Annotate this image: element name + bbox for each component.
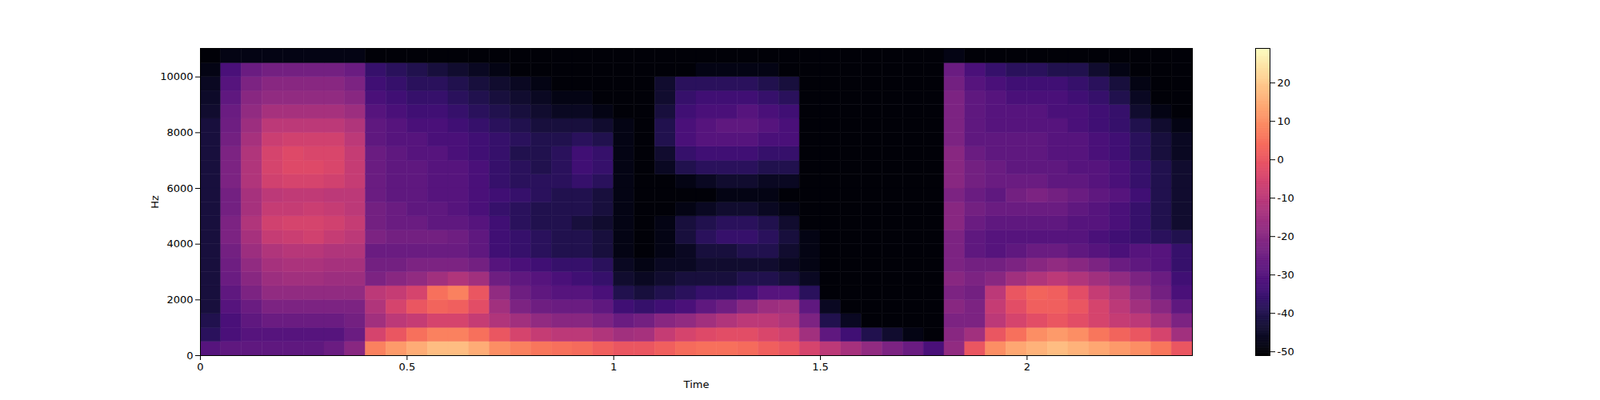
svg-text:4000: 4000: [166, 237, 193, 250]
svg-text:2000: 2000: [166, 293, 193, 306]
svg-text:0.5: 0.5: [398, 360, 416, 373]
svg-text:0: 0: [196, 360, 204, 373]
svg-text:2: 2: [1024, 360, 1031, 373]
svg-text:8000: 8000: [166, 126, 193, 139]
svg-text:6000: 6000: [166, 182, 193, 195]
svg-text:-30: -30: [1277, 268, 1295, 281]
svg-text:1: 1: [610, 360, 617, 373]
svg-text:20: 20: [1277, 76, 1292, 89]
svg-text:0: 0: [186, 349, 193, 362]
svg-text:1.5: 1.5: [812, 360, 829, 373]
svg-text:10: 10: [1277, 115, 1292, 128]
svg-text:0: 0: [1277, 153, 1284, 166]
svg-text:-20: -20: [1277, 230, 1295, 243]
svg-text:-50: -50: [1277, 345, 1295, 358]
svg-text:Hz: Hz: [148, 195, 161, 209]
svg-text:Time: Time: [683, 378, 710, 391]
svg-text:10000: 10000: [160, 70, 193, 83]
svg-text:-10: -10: [1277, 192, 1295, 204]
svg-text:-40: -40: [1277, 307, 1295, 320]
